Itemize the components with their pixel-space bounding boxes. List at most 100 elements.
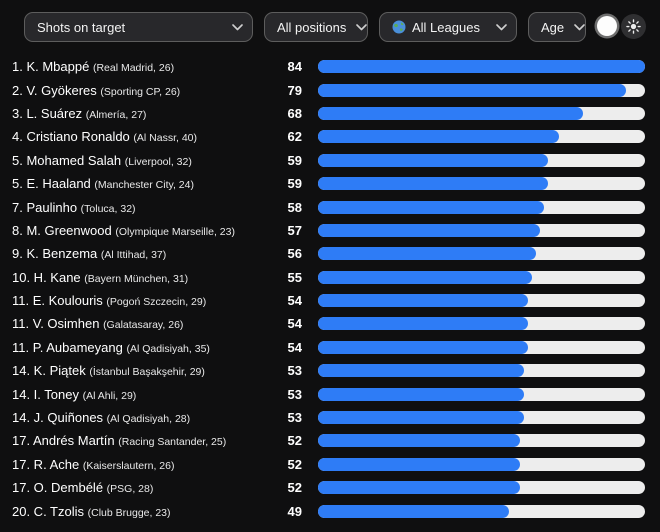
- list-item: 11. E. Koulouris (Pogoń Szczecin, 29) 54: [0, 289, 660, 312]
- player-name[interactable]: 7. Paulinho (Toluca, 32): [12, 199, 136, 215]
- theme-button[interactable]: [621, 14, 646, 39]
- list-item: 7. Paulinho (Toluca, 32) 58: [0, 195, 660, 218]
- filter-bar: Shots on target All positions All League…: [0, 0, 660, 52]
- list-item: 14. J. Quiñones (Al Qadisiyah, 28) 53: [0, 406, 660, 429]
- list-item: 11. P. Aubameyang (Al Qadisiyah, 35) 54: [0, 336, 660, 359]
- stat-value: 54: [287, 316, 302, 332]
- list-item: 2. V. Gyökeres (Sporting CP, 26) 79: [0, 78, 660, 101]
- stat-bar-track: [318, 153, 645, 167]
- list-item: 20. C. Tzolis (Club Brugge, 23) 49: [0, 499, 660, 522]
- list-item: 3. L. Suárez (Almería, 27) 68: [0, 102, 660, 125]
- stat-bar-track: [318, 504, 645, 518]
- sun-icon: [626, 19, 641, 34]
- list-item: 1. K. Mbappé (Real Madrid, 26) 84: [0, 55, 660, 78]
- list-item: 5. E. Haaland (Manchester City, 24) 59: [0, 172, 660, 195]
- player-name[interactable]: 3. L. Suárez (Almería, 27): [12, 105, 147, 121]
- player-name[interactable]: 8. M. Greenwood (Olympique Marseille, 23…: [12, 222, 235, 238]
- list-item: 5. Mohamed Salah (Liverpool, 32) 59: [0, 149, 660, 172]
- stat-bar-track: [318, 270, 645, 284]
- globe-icon: [392, 20, 406, 34]
- positions-select-label: All positions: [277, 19, 347, 35]
- list-item: 17. O. Dembélé (PSG, 28) 52: [0, 476, 660, 499]
- player-name[interactable]: 5. E. Haaland (Manchester City, 24): [12, 176, 194, 192]
- stat-bar-fill: [318, 130, 560, 144]
- stat-value: 62: [287, 129, 302, 145]
- stat-value: 53: [287, 363, 302, 379]
- stat-bar-fill: [318, 106, 583, 120]
- metric-select-label: Shots on target: [37, 19, 126, 35]
- stat-value: 57: [287, 222, 302, 238]
- stat-bar-track: [318, 130, 645, 144]
- stat-value: 55: [287, 269, 302, 285]
- player-name[interactable]: 17. O. Dembélé (PSG, 28): [12, 480, 154, 496]
- stat-value: 84: [287, 59, 302, 75]
- list-item: 17. Andrés Martín (Racing Santander, 25)…: [0, 429, 660, 452]
- age-select[interactable]: Age: [528, 12, 586, 42]
- stat-bar-track: [318, 340, 645, 354]
- stat-bar-track: [318, 200, 645, 214]
- player-name[interactable]: 14. K. Piątek (İstanbul Başakşehir, 29): [12, 363, 205, 379]
- stat-value: 52: [287, 433, 302, 449]
- stat-bar-fill: [318, 60, 645, 74]
- player-name[interactable]: 20. C. Tzolis (Club Brugge, 23): [12, 503, 171, 519]
- player-name[interactable]: 17. Andrés Martín (Racing Santander, 25): [12, 433, 227, 449]
- chevron-down-icon: [346, 23, 368, 31]
- stat-bar-track: [318, 223, 645, 237]
- stat-value: 58: [287, 199, 302, 215]
- stat-bar-track: [318, 481, 645, 495]
- stat-value: 52: [287, 456, 302, 472]
- player-name[interactable]: 14. J. Quiñones (Al Qadisiyah, 28): [12, 410, 191, 426]
- player-name[interactable]: 17. R. Ache (Kaiserslautern, 26): [12, 456, 175, 472]
- stat-bar-track: [318, 411, 645, 425]
- player-name[interactable]: 11. P. Aubameyang (Al Qadisiyah, 35): [12, 339, 210, 355]
- player-name[interactable]: 9. K. Benzema (Al Ittihad, 37): [12, 246, 167, 262]
- stat-bar-fill: [318, 200, 544, 214]
- stat-value: 59: [287, 176, 302, 192]
- player-name[interactable]: 14. I. Toney (Al Ahli, 29): [12, 386, 137, 402]
- stat-value: 52: [287, 480, 302, 496]
- stat-bar-fill: [318, 294, 529, 308]
- player-name[interactable]: 11. E. Koulouris (Pogoń Szczecin, 29): [12, 293, 207, 309]
- player-name[interactable]: 1. K. Mbappé (Real Madrid, 26): [12, 59, 175, 75]
- list-item: 4. Cristiano Ronaldo (Al Nassr, 40) 62: [0, 125, 660, 148]
- list-item: 11. V. Osimhen (Galatasaray, 26) 54: [0, 312, 660, 335]
- stat-value: 56: [287, 246, 302, 262]
- stat-bar-fill: [318, 223, 540, 237]
- player-name[interactable]: 2. V. Gyökeres (Sporting CP, 26): [12, 82, 181, 98]
- stat-bar-fill: [318, 481, 521, 495]
- metric-select[interactable]: Shots on target: [24, 12, 253, 42]
- stat-bar-fill: [318, 153, 548, 167]
- stat-bar-track: [318, 60, 645, 74]
- leagues-select[interactable]: All Leagues: [379, 12, 517, 42]
- list-item: 10. H. Kane (Bayern München, 31) 55: [0, 266, 660, 289]
- stat-bar-fill: [318, 270, 533, 284]
- stat-bar-fill: [318, 504, 509, 518]
- leagues-select-label: All Leagues: [412, 19, 480, 35]
- player-name[interactable]: 11. V. Osimhen (Galatasaray, 26): [12, 316, 184, 332]
- list-item: 14. K. Piątek (İstanbul Başakşehir, 29) …: [0, 359, 660, 382]
- stat-value: 59: [287, 152, 302, 168]
- stat-bar-track: [318, 247, 645, 261]
- stat-bar-track: [318, 387, 645, 401]
- positions-select[interactable]: All positions: [264, 12, 368, 42]
- stat-bar-fill: [318, 317, 529, 331]
- stat-bar-fill: [318, 340, 529, 354]
- stat-value: 54: [287, 339, 302, 355]
- stat-bar-track: [318, 294, 645, 308]
- list-item: 14. I. Toney (Al Ahli, 29) 53: [0, 382, 660, 405]
- stat-bar-fill: [318, 434, 521, 448]
- stat-value: 53: [287, 410, 302, 426]
- stat-value: 54: [287, 293, 302, 309]
- stat-bar-track: [318, 457, 645, 471]
- stat-bar-fill: [318, 247, 536, 261]
- light-mode-toggle[interactable]: [597, 16, 617, 36]
- list-item: 17. R. Ache (Kaiserslautern, 26) 52: [0, 453, 660, 476]
- stat-value: 68: [287, 105, 302, 121]
- stat-value: 53: [287, 386, 302, 402]
- player-name[interactable]: 5. Mohamed Salah (Liverpool, 32): [12, 152, 192, 168]
- stat-bar-track: [318, 83, 645, 97]
- list-item: 9. K. Benzema (Al Ittihad, 37) 56: [0, 242, 660, 265]
- player-name[interactable]: 4. Cristiano Ronaldo (Al Nassr, 40): [12, 129, 198, 145]
- chevron-down-icon: [564, 23, 585, 31]
- player-name[interactable]: 10. H. Kane (Bayern München, 31): [12, 269, 189, 285]
